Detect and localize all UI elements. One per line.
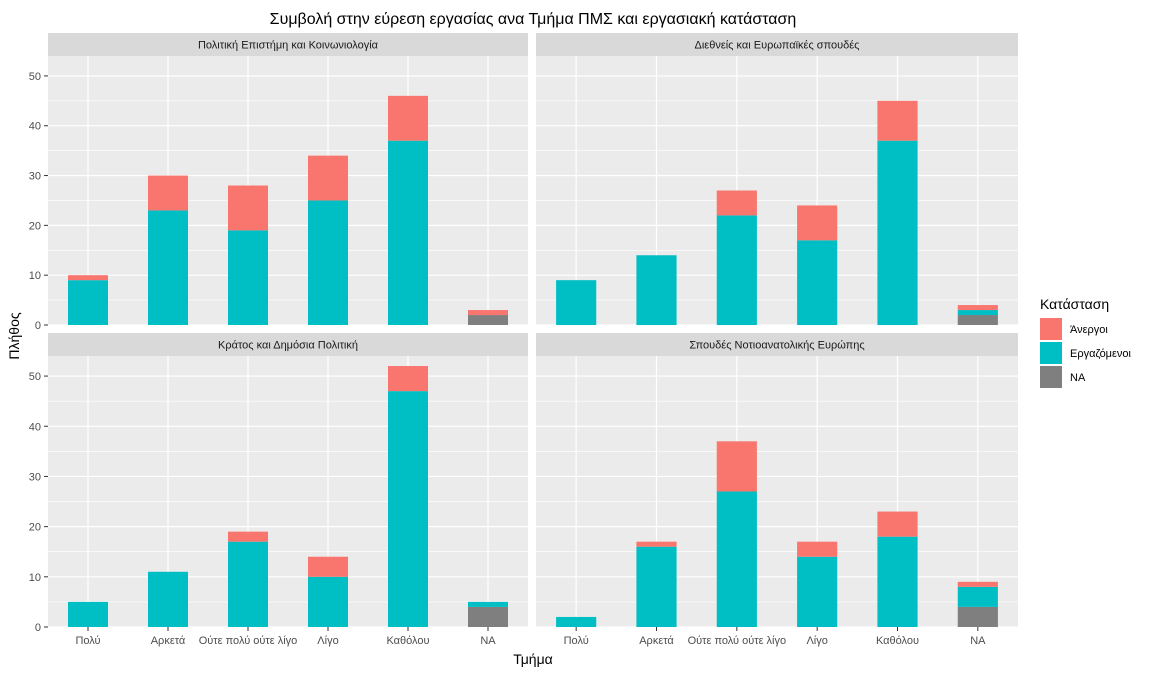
bar-unemployed [797,205,838,241]
panel-2: Διεθνείς και Ευρωπαϊκές σπουδές [536,33,1018,326]
bar-unemployed [308,556,348,577]
bar-unemployed [228,531,268,542]
bar-employed [556,616,597,627]
panel-strip [48,333,528,356]
bar-na [468,315,508,325]
panels-group: Πολιτική Επιστήμη και Κοινωνιολογία 0 10 20… [29,33,1018,647]
bar-unemployed [308,155,348,201]
legend-label-employed: Εργαζόμενοι [1070,348,1132,360]
y-tick-label: 50 [29,371,41,383]
bar-unemployed [797,541,838,557]
chart-title: Συμβολή στην εύρεση εργασίας ανα Τμήμα Π… [270,11,797,28]
panel-3: Κράτος και Δημόσια Πολιτική 0 10 20 30 40 50 Πο… [29,333,528,647]
legend-label-unemployed: Άνεργοι [1070,324,1108,336]
bar-employed [797,556,838,627]
panel-background [48,56,528,325]
x-tick-label: Πολύ [75,635,100,647]
bar-employed [388,391,428,627]
legend: Κατάσταση Άνεργοι Εργαζόμενοι NA [1040,296,1132,388]
bar-employed [148,571,188,627]
bar-employed [468,601,508,607]
bar-unemployed [228,185,268,231]
panel-strip [48,33,528,56]
x-axis-label: Τμήμα [513,651,553,667]
bar-employed [797,240,838,325]
bar-employed [308,200,348,325]
panel-background [536,56,1018,325]
bar-employed [957,586,998,607]
x-tick-label: Λίγο [806,635,827,647]
panel-background [536,356,1018,627]
y-tick-label: 30 [29,471,41,483]
x-tick-label: Καθόλου [386,635,429,647]
x-tick-label: Λίγο [317,635,338,647]
y-tick-label: 40 [29,421,41,433]
y-tick-label: 10 [29,270,41,282]
bar-unemployed [388,366,428,392]
y-tick-label: 0 [35,320,41,332]
bar-employed [636,546,677,627]
bar-employed [68,601,108,627]
y-tick-label: 20 [29,220,41,232]
bar-employed [228,541,268,627]
x-tick-label: Καθόλου [876,635,919,647]
bar-employed [716,215,757,325]
bar-employed [556,280,597,325]
y-tick-label: 40 [29,121,41,133]
y-tick-label: 20 [29,522,41,534]
bar-employed [388,140,428,325]
bar-unemployed [716,190,757,216]
panel-4: Σπουδές Νοτιοανατολικής Ευρώπης Πολύ Αρκετ… [536,333,1018,647]
y-tick-label: 50 [29,71,41,83]
bar-unemployed [148,175,188,211]
panel-title: Διεθνείς και Ευρωπαϊκές σπουδές [695,40,860,52]
x-tick-label: NA [480,635,496,647]
bar-unemployed [636,541,677,547]
x-tick-label: Ούτε πολύ ούτε λίγο [199,635,298,647]
panel-strip [536,333,1018,356]
bar-na [957,315,998,325]
bar-employed [877,536,918,627]
bar-unemployed [388,95,428,141]
bar-unemployed [957,581,998,587]
bar-na [468,606,508,627]
x-tick-label: NA [970,635,986,647]
legend-key-employed [1040,342,1062,364]
bar-unemployed [468,310,508,316]
bar-unemployed [716,441,757,492]
panel-title: Κράτος και Δημόσια Πολιτική [218,340,358,352]
bar-employed [636,255,677,325]
y-axis-label: Πλήθος [6,312,22,359]
panel-background [48,356,528,627]
bar-unemployed [877,100,918,141]
bar-employed [877,140,918,325]
bar-employed [716,491,757,627]
legend-label-na: NA [1070,372,1086,384]
panel-title: Σπουδές Νοτιοανατολικής Ευρώπης [689,340,864,352]
x-tick-label: Πολύ [564,635,589,647]
legend-title: Κατάσταση [1040,296,1109,312]
bar-unemployed [68,275,108,281]
panel-strip [536,33,1018,56]
y-tick-label: 0 [35,622,41,634]
bar-employed [308,576,348,627]
y-tick-label: 30 [29,171,41,183]
bar-employed [228,230,268,325]
bar-unemployed [957,305,998,311]
x-tick-label: Ούτε πολύ ούτε λίγο [688,635,787,647]
x-tick-label: Αρκετά [151,635,186,647]
x-tick-label: Αρκετά [639,635,674,647]
bar-unemployed [877,511,918,537]
panel-1: Πολιτική Επιστήμη και Κοινωνιολογία 0 10 20… [29,33,528,332]
y-tick-label: 10 [29,572,41,584]
legend-key-unemployed [1040,318,1062,340]
bar-na [957,606,998,627]
bar-employed [148,210,188,325]
panel-title: Πολιτική Επιστήμη και Κοινωνιολογία [198,40,379,52]
bar-employed [957,310,998,316]
bar-employed [68,280,108,325]
legend-key-na [1040,366,1062,388]
